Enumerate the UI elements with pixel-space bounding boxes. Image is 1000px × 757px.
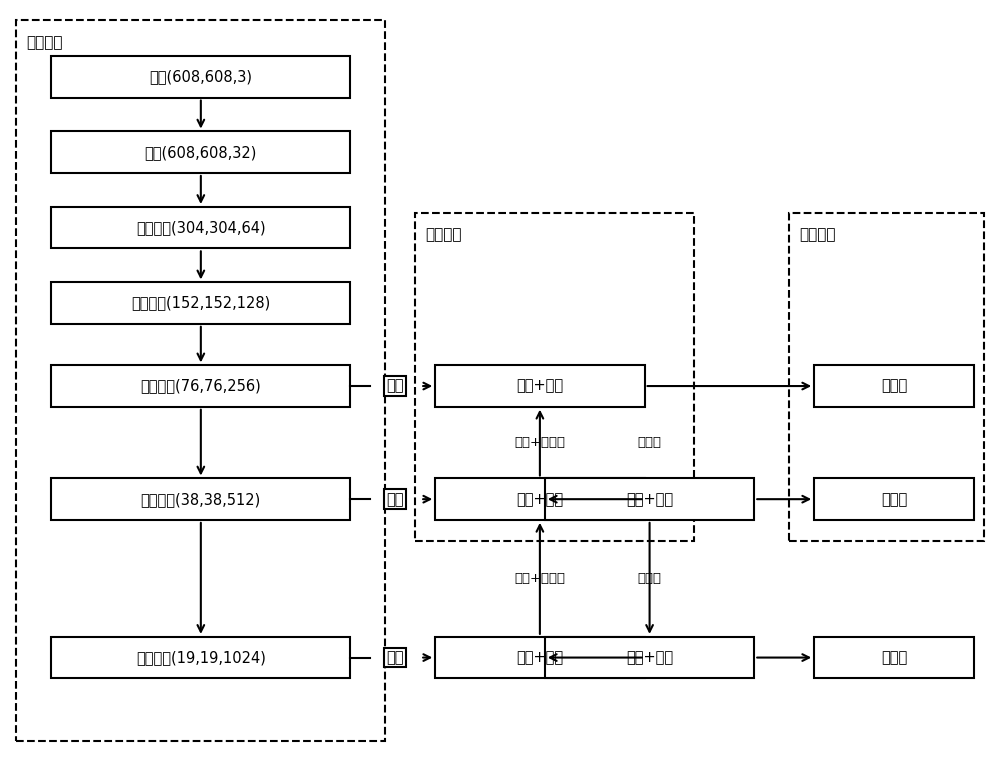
Text: 卷积: 卷积 — [387, 492, 404, 506]
Text: 检测头: 检测头 — [881, 492, 907, 506]
Text: 拼接+卷积: 拼接+卷积 — [516, 378, 563, 394]
Text: 下采样: 下采样 — [638, 572, 662, 585]
Bar — [51, 366, 350, 407]
Bar — [435, 478, 645, 520]
Bar — [415, 213, 694, 540]
Bar — [789, 213, 984, 540]
Bar — [545, 478, 754, 520]
Text: 卷积+上采样: 卷积+上采样 — [514, 436, 565, 449]
Text: 检测头: 检测头 — [881, 650, 907, 665]
Bar — [51, 478, 350, 520]
Bar — [814, 366, 974, 407]
Bar — [545, 637, 754, 678]
Text: 下采样: 下采样 — [638, 436, 662, 449]
Text: 残差结构(304,304,64): 残差结构(304,304,64) — [136, 220, 266, 235]
Text: 拼接+卷积: 拼接+卷积 — [626, 492, 673, 506]
Text: 卷积+上采样: 卷积+上采样 — [514, 572, 565, 585]
Text: 卷积: 卷积 — [387, 378, 404, 394]
Text: 残差结构(152,152,128): 残差结构(152,152,128) — [131, 295, 270, 310]
Text: 拼接+卷积: 拼接+卷积 — [516, 650, 563, 665]
Bar — [814, 478, 974, 520]
Text: 残差结构(38,38,512): 残差结构(38,38,512) — [141, 492, 261, 506]
Text: 特征提取: 特征提取 — [26, 36, 63, 50]
Text: 残差结构(19,19,1024): 残差结构(19,19,1024) — [136, 650, 266, 665]
Bar — [51, 637, 350, 678]
Bar — [51, 132, 350, 173]
Bar — [16, 20, 385, 740]
Text: 特征融合: 特征融合 — [425, 228, 462, 243]
Text: 输入(608,608,3): 输入(608,608,3) — [149, 70, 252, 84]
Bar — [51, 282, 350, 324]
Text: 卷积: 卷积 — [387, 650, 404, 665]
Bar — [814, 637, 974, 678]
Bar — [435, 637, 645, 678]
Text: 拼接+卷积: 拼接+卷积 — [626, 650, 673, 665]
Text: 检测头: 检测头 — [881, 378, 907, 394]
Text: 卷积(608,608,32): 卷积(608,608,32) — [145, 145, 257, 160]
Bar — [51, 56, 350, 98]
Bar — [51, 207, 350, 248]
Text: 拼接+卷积: 拼接+卷积 — [516, 492, 563, 506]
Text: 回归解码: 回归解码 — [799, 228, 836, 243]
Bar — [435, 366, 645, 407]
Text: 残差结构(76,76,256): 残差结构(76,76,256) — [140, 378, 261, 394]
